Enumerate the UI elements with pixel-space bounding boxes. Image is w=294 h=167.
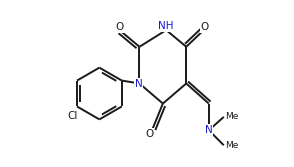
Text: Me: Me — [225, 112, 238, 121]
Text: N: N — [205, 125, 213, 135]
Text: Me: Me — [225, 141, 238, 150]
Text: NH: NH — [158, 21, 174, 31]
Text: O: O — [115, 22, 123, 32]
Text: O: O — [201, 22, 209, 32]
Text: Cl: Cl — [68, 111, 78, 121]
Text: N: N — [135, 78, 143, 89]
Text: O: O — [145, 129, 154, 139]
